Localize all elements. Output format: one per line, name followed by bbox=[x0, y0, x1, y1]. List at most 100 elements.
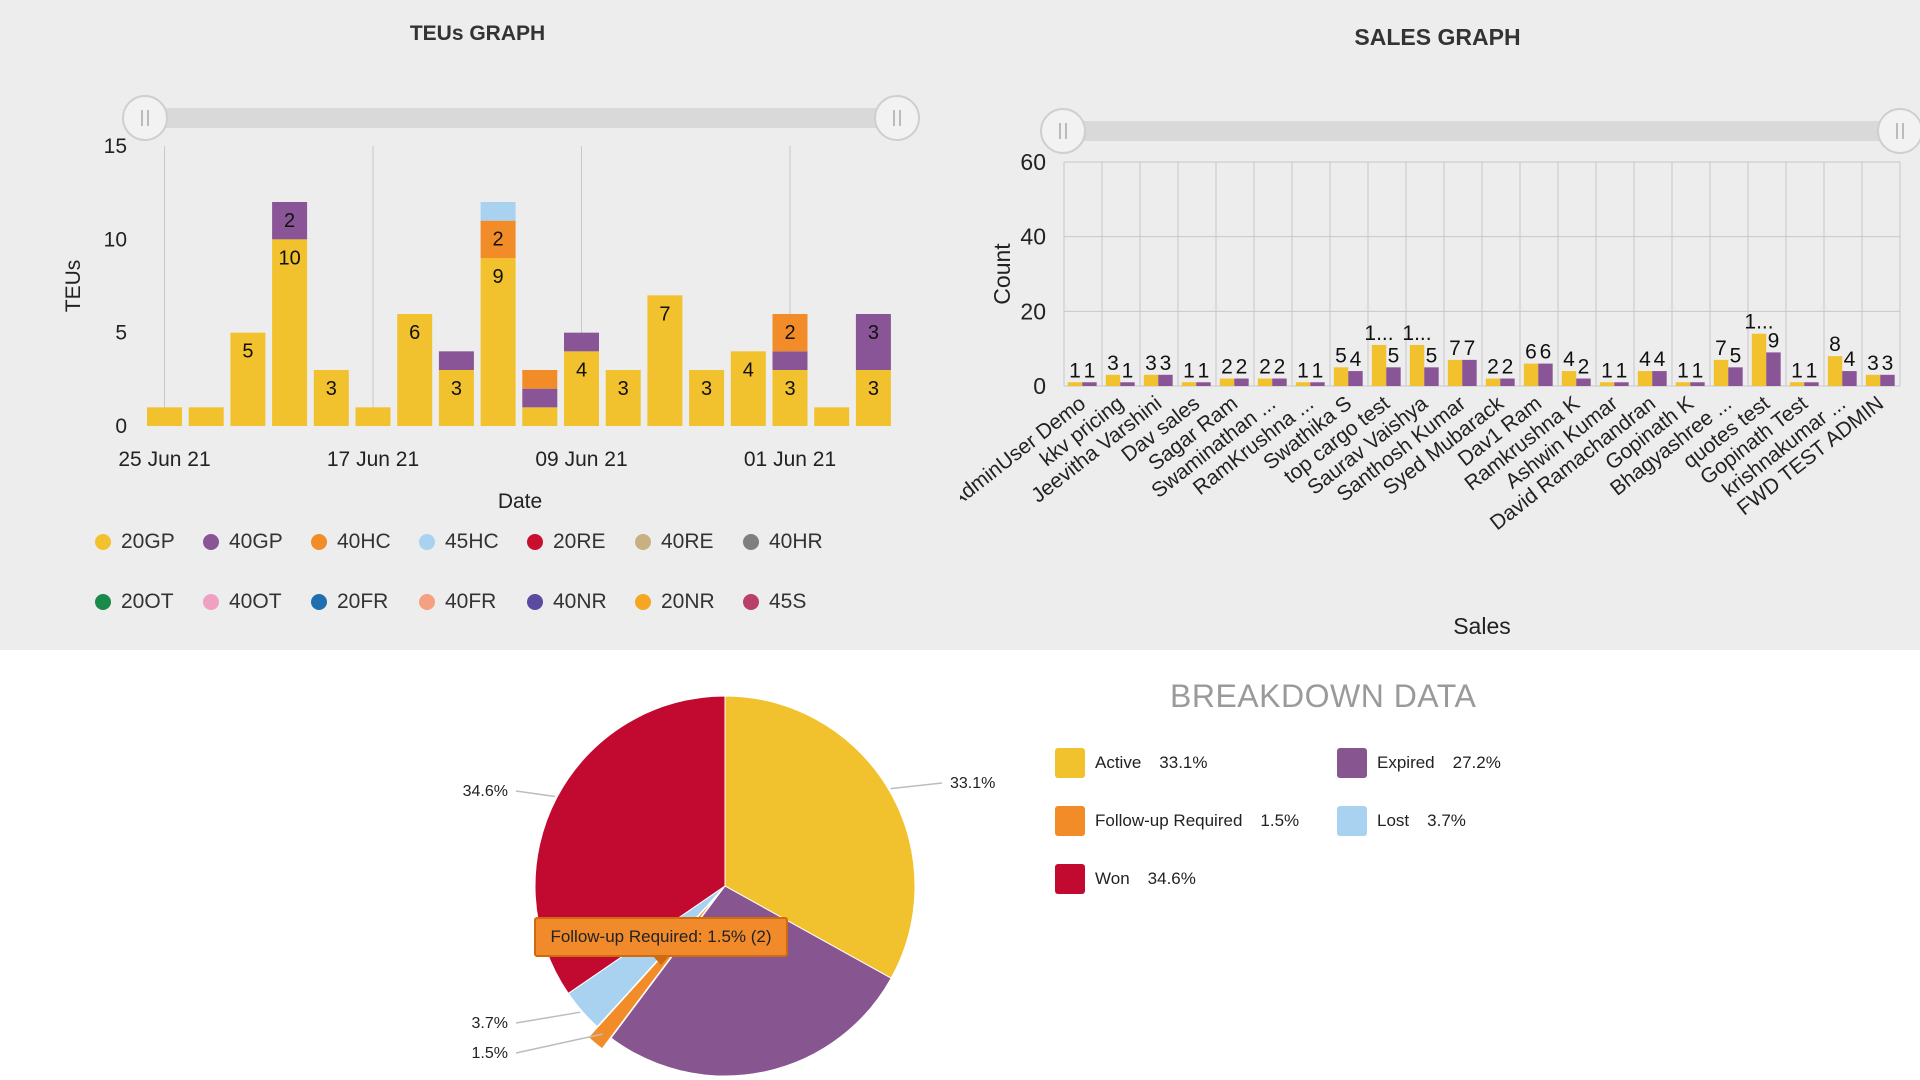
bar-segment-40GP bbox=[272, 202, 308, 240]
legend-swatch bbox=[1055, 806, 1085, 836]
pie-tooltip-arrow bbox=[652, 955, 670, 965]
bar-series-a bbox=[1561, 371, 1577, 386]
legend-item-20FR[interactable]: 20FR bbox=[311, 590, 419, 614]
legend-item-40HR[interactable]: 40HR bbox=[743, 530, 851, 554]
breakdown-pie-chart: 33.1% 1.5% 3.7% 34.6% bbox=[463, 695, 995, 1077]
legend-item-40RE[interactable]: 40RE bbox=[635, 530, 743, 554]
bar-value-label: 9 bbox=[493, 266, 504, 288]
legend-dot bbox=[743, 594, 759, 610]
x-tick-label: 17 Jun 21 bbox=[327, 448, 419, 471]
bar-series-a bbox=[1523, 363, 1539, 386]
breakdown-legend-item-lost[interactable]: Lost 3.7% bbox=[1337, 806, 1466, 836]
legend-item-20GP[interactable]: 20GP bbox=[95, 530, 203, 554]
bar-segment-20GP bbox=[814, 407, 850, 426]
bar-value-label: 8 bbox=[1829, 333, 1841, 356]
bar-series-b bbox=[1120, 382, 1135, 386]
legend-item-40OT[interactable]: 40OT bbox=[203, 590, 311, 614]
bar-value-label: 1 bbox=[1122, 359, 1134, 382]
y-tick-label: 5 bbox=[115, 322, 127, 345]
sales-range-handle-left[interactable] bbox=[1040, 108, 1086, 154]
legend-label: 40HR bbox=[769, 530, 823, 553]
bar-segment-20GP bbox=[564, 351, 599, 426]
y-tick-label: 10 bbox=[104, 228, 127, 251]
teus-range-handle-left[interactable] bbox=[122, 95, 168, 141]
legend-dot bbox=[311, 534, 327, 550]
bar-segment-20GP bbox=[355, 407, 391, 426]
bar-value-label: 3 bbox=[1145, 352, 1157, 375]
bar-value-label: 1 bbox=[1312, 359, 1324, 382]
legend-item-45S[interactable]: 45S bbox=[743, 590, 851, 614]
bar-segment-40GP bbox=[772, 351, 808, 370]
pie-slice-active bbox=[724, 695, 916, 979]
legend-label: Active bbox=[1095, 753, 1142, 772]
pie-slice-label: 3.7% bbox=[472, 1015, 508, 1032]
bar-segment-20GP bbox=[522, 407, 558, 426]
handle-knob bbox=[874, 95, 920, 141]
legend-item-40NR[interactable]: 40NR bbox=[527, 590, 635, 614]
bar-value-label: 4 bbox=[1654, 348, 1666, 371]
bar-segment-20GP bbox=[230, 332, 266, 426]
bar-series-b bbox=[1234, 378, 1249, 386]
bar-value-label: 1 bbox=[1183, 359, 1195, 382]
sales-graph-panel: SALES GRAPH 0 20 40 60 1 1 AdminUser Demo 3 1 kkv… bbox=[960, 0, 1920, 650]
legend-item-40HC[interactable]: 40HC bbox=[311, 530, 419, 554]
legend-label: 20RE bbox=[553, 530, 606, 553]
bar-value-label: 2 bbox=[284, 210, 295, 232]
bar-value-label: 5 bbox=[1388, 344, 1400, 367]
teus-range-handle-right[interactable] bbox=[874, 95, 920, 141]
bar-series-b bbox=[1424, 367, 1439, 386]
legend-label: 20OT bbox=[121, 590, 174, 613]
bar-segment-20GP bbox=[605, 370, 641, 426]
bar-series-a bbox=[1637, 371, 1653, 386]
legend-label: 45S bbox=[769, 590, 807, 613]
pie-slice-expired bbox=[610, 885, 892, 1077]
y-tick-label: 60 bbox=[1020, 149, 1046, 175]
breakdown-legend-item-expired[interactable]: Expired 27.2% bbox=[1337, 748, 1501, 778]
x-tick-label: 09 Jun 21 bbox=[535, 448, 627, 471]
bar-value-label: 3 bbox=[1882, 352, 1894, 375]
bar-segment-20GP bbox=[397, 314, 433, 426]
bar-value-label: 2 bbox=[1274, 356, 1286, 379]
legend-dot bbox=[203, 594, 219, 610]
bar-value-label: 3 bbox=[326, 378, 337, 400]
bar-series-b bbox=[1082, 382, 1097, 386]
bar-value-label: 4 bbox=[743, 359, 754, 381]
legend-item-20OT[interactable]: 20OT bbox=[95, 590, 203, 614]
x-axis-title: Date bbox=[498, 490, 542, 513]
legend-dot bbox=[419, 534, 435, 550]
bar-segment-40GP bbox=[855, 314, 891, 370]
legend-item-20NR[interactable]: 20NR bbox=[635, 590, 743, 614]
legend-dot bbox=[743, 534, 759, 550]
bar-series-a bbox=[1713, 359, 1729, 386]
bar-value-label: 1 bbox=[1791, 359, 1803, 382]
bar-value-label: 3 bbox=[701, 378, 712, 400]
legend-dot bbox=[635, 594, 651, 610]
x-tick-label: 25 Jun 21 bbox=[118, 448, 210, 471]
sales-range-handle-right[interactable] bbox=[1877, 108, 1920, 154]
pie-tooltip: Follow-up Required: 1.5% (2) bbox=[534, 917, 788, 957]
legend-item-40GP[interactable]: 40GP bbox=[203, 530, 311, 554]
legend-dot bbox=[311, 594, 327, 610]
pie-label-connector bbox=[890, 782, 943, 790]
bar-series-a bbox=[1105, 374, 1121, 386]
breakdown-legend-item-follow-up-required[interactable]: Follow-up Required 1.5% bbox=[1055, 806, 1299, 836]
bar-value-label: 10 bbox=[278, 247, 300, 269]
breakdown-legend-item-active[interactable]: Active 33.1% bbox=[1055, 748, 1208, 778]
legend-item-45HC[interactable]: 45HC bbox=[419, 530, 527, 554]
pie-slice-label: 34.6% bbox=[463, 783, 508, 800]
bar-value-label: 3 bbox=[784, 378, 795, 400]
pie-label-connector bbox=[515, 790, 556, 798]
bar-segment-40GP bbox=[438, 351, 474, 370]
bar-series-a bbox=[1485, 378, 1501, 386]
legend-label: 20FR bbox=[337, 590, 389, 613]
legend-item-20RE[interactable]: 20RE bbox=[527, 530, 635, 554]
bar-value-label: 6 bbox=[409, 322, 420, 344]
bar-segment-40GP bbox=[564, 332, 599, 352]
bar-series-b bbox=[1348, 371, 1363, 386]
legend-item-40FR[interactable]: 40FR bbox=[419, 590, 527, 614]
bar-segment-20GP bbox=[438, 370, 474, 426]
bar-series-b bbox=[1766, 352, 1781, 386]
breakdown-legend-item-won[interactable]: Won 34.6% bbox=[1055, 864, 1196, 894]
bar-series-b bbox=[1576, 378, 1591, 386]
